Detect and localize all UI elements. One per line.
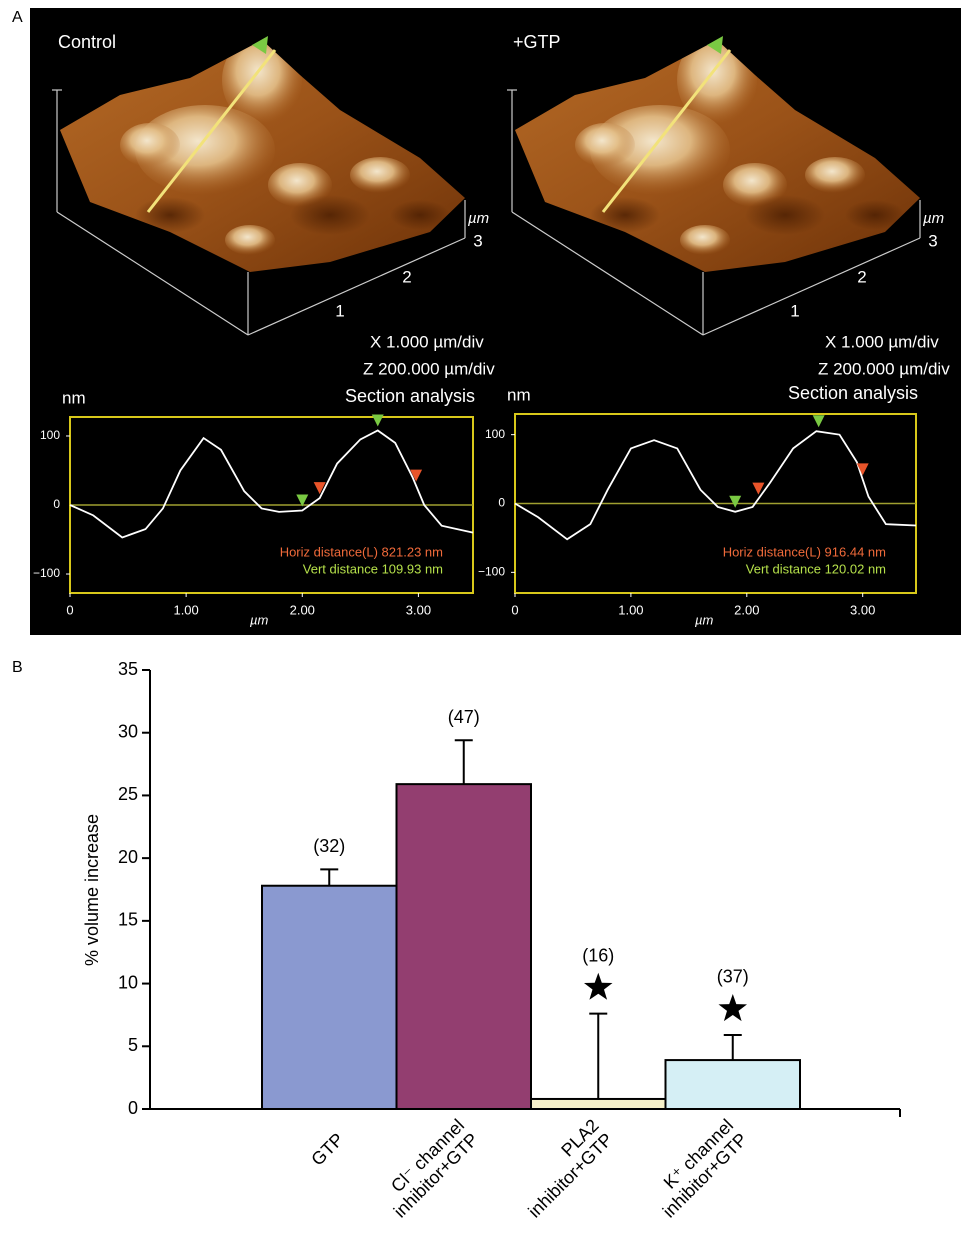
x-tick-label: 0 — [66, 602, 73, 617]
bar — [262, 886, 397, 1109]
x-tick-label: K⁺ channelinhibitor+GTP — [645, 1115, 751, 1221]
x-tick-label: GTP — [307, 1129, 347, 1169]
y-tick-label: 5 — [128, 1035, 138, 1055]
y-tick-label: 15 — [118, 910, 138, 930]
axis-unit: µm — [468, 210, 489, 227]
bar — [397, 784, 532, 1109]
x-tick-label: Cl⁻ channelinhibitor+GTP — [376, 1115, 482, 1221]
axis-tick-label: 1 — [335, 301, 344, 320]
significance-star — [584, 973, 613, 1000]
page: {"panel_labels": ["A", "B"], "afm_images… — [0, 0, 961, 1251]
axis-unit: µm — [923, 210, 944, 227]
y-tick-label: −100 — [33, 566, 60, 580]
scale-x: X 1.000 µm/div — [370, 332, 484, 351]
x-tick-label: PLA2inhibitor+GTP — [510, 1115, 616, 1221]
bump — [805, 157, 865, 193]
bump — [350, 157, 410, 193]
image-label: Control — [58, 32, 116, 52]
scale-z: Z 200.000 µm/div — [818, 359, 950, 378]
error-bar — [455, 740, 473, 784]
x-axis-label: µm — [695, 612, 713, 627]
y-axis-label: % volume increase — [82, 814, 102, 966]
error-bar — [320, 869, 338, 885]
chart-title: Section analysis — [788, 383, 918, 403]
label-line: GTP — [307, 1129, 347, 1169]
x-tick-label: 1.00 — [618, 602, 643, 617]
y-tick-label: 0 — [498, 496, 505, 510]
y-tick-label: −100 — [478, 565, 505, 579]
bump — [225, 225, 275, 255]
bump — [680, 225, 730, 255]
y-tick-label: 100 — [40, 428, 60, 442]
axis-tick-label: 1 — [790, 301, 799, 320]
y-axis-label: nm — [62, 388, 86, 407]
axis-tick-label: 2 — [402, 267, 411, 286]
n-label: (37) — [717, 967, 749, 987]
x-tick-label: 3.00 — [406, 602, 431, 617]
axis-tick-label: 3 — [473, 231, 482, 250]
y-axis-label: nm — [507, 385, 531, 404]
scale-z: Z 200.000 µm/div — [363, 359, 495, 378]
image-label: +GTP — [513, 32, 561, 52]
axis-tick-label: 2 — [857, 267, 866, 286]
significance-star — [719, 994, 748, 1021]
x-axis-label: µm — [250, 612, 268, 627]
panel-label: A — [12, 9, 23, 26]
n-label: (32) — [313, 836, 345, 856]
x-tick-label: 2.00 — [734, 602, 759, 617]
bar — [531, 1099, 666, 1109]
axis-tick-label: 3 — [928, 231, 937, 250]
figure: A B Control µm 1 2 3 X 1.000 µm/div Z 200.000 … — [0, 0, 961, 1251]
y-tick-label: 0 — [53, 497, 60, 511]
n-label: (16) — [582, 945, 614, 965]
bump — [120, 123, 180, 167]
x-tick-label: 2.00 — [290, 602, 315, 617]
y-tick-label: 35 — [118, 659, 138, 679]
annotation: Horiz distance(L) 916.44 nm — [723, 544, 886, 559]
y-tick-label: 30 — [118, 721, 138, 741]
bar — [666, 1060, 801, 1109]
annotation: Vert distance 120.02 nm — [746, 561, 886, 576]
x-tick-label: 3.00 — [850, 602, 875, 617]
bump — [575, 123, 635, 167]
scale-x: X 1.000 µm/div — [825, 332, 939, 351]
error-bar — [589, 1014, 607, 1099]
shadow — [290, 195, 370, 235]
y-tick-label: 20 — [118, 847, 138, 867]
y-tick-label: 0 — [128, 1098, 138, 1118]
chart-title: Section analysis — [345, 386, 475, 406]
y-tick-label: 10 — [118, 972, 138, 992]
shadow — [745, 195, 825, 235]
y-tick-label: 25 — [118, 784, 138, 804]
annotation: Horiz distance(L) 821.23 nm — [280, 544, 443, 559]
error-bar — [724, 1035, 742, 1060]
annotation: Vert distance 109.93 nm — [303, 561, 443, 576]
panel-label: B — [12, 659, 23, 676]
x-tick-label: 0 — [511, 602, 518, 617]
x-tick-label: 1.00 — [173, 602, 198, 617]
y-tick-label: 100 — [485, 427, 505, 441]
n-label: (47) — [448, 707, 480, 727]
